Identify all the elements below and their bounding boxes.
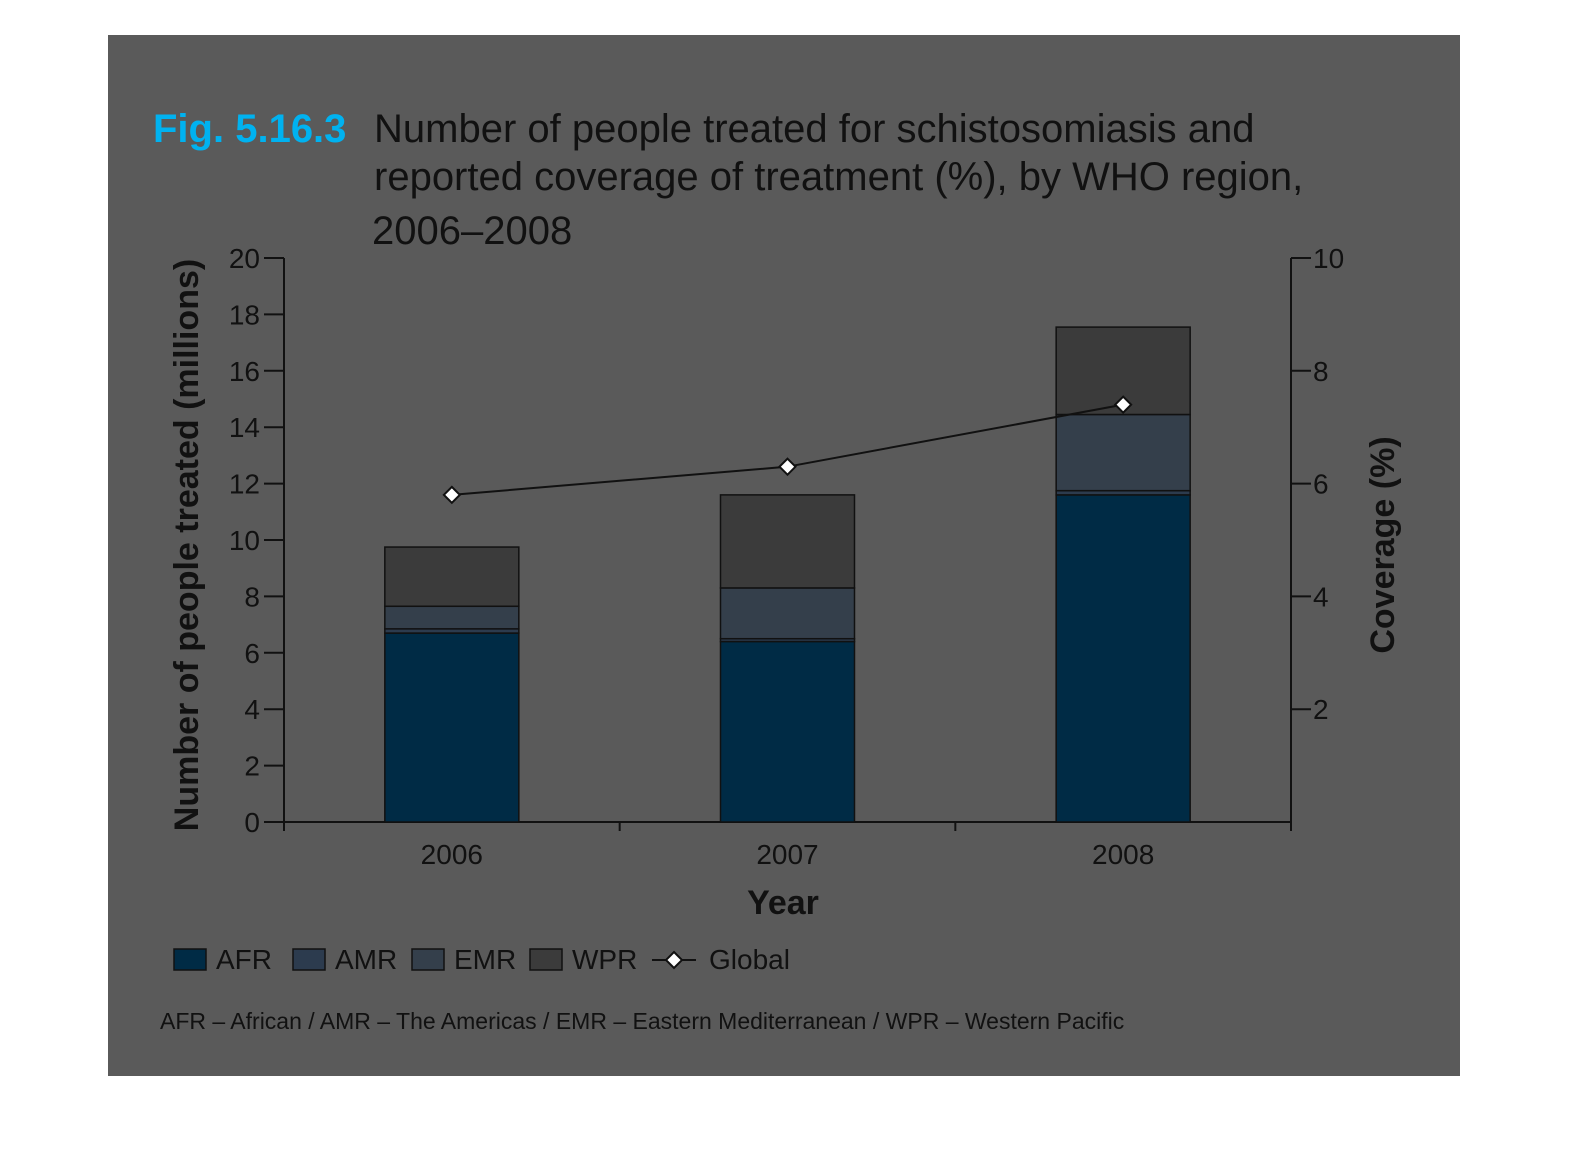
legend-label-global: Global bbox=[709, 944, 790, 975]
y-tick-label: 10 bbox=[229, 525, 260, 556]
x-tick-label: 2007 bbox=[756, 839, 818, 870]
figure-label: Fig. 5.16.3 bbox=[153, 107, 346, 151]
bar-wpr-2006 bbox=[384, 546, 520, 608]
legend-swatch-emr bbox=[411, 948, 445, 971]
x-tick-label: 2008 bbox=[1092, 839, 1154, 870]
figure-title-line-2: reported coverage of treatment (%), by W… bbox=[374, 155, 1303, 199]
y-tick-label: 12 bbox=[229, 469, 260, 500]
bar-wpr-2008 bbox=[1055, 326, 1191, 416]
y2-tick-label: 6 bbox=[1313, 469, 1329, 500]
point-global-2008 bbox=[1113, 395, 1133, 415]
x-tick-label: 2006 bbox=[421, 839, 483, 870]
bar-afr-2008 bbox=[1055, 494, 1191, 823]
y-tick-label: 4 bbox=[244, 694, 260, 725]
y2-tick-label: 4 bbox=[1313, 581, 1329, 612]
y2-tick-label: 8 bbox=[1313, 356, 1329, 387]
y2-tick-label: 2 bbox=[1313, 694, 1329, 725]
legend: AFR AMR EMR WPR Global bbox=[173, 944, 790, 975]
bar-emr-2008 bbox=[1055, 413, 1191, 492]
point-global-2006 bbox=[442, 485, 462, 505]
y-tick-label: 16 bbox=[229, 356, 260, 387]
bar-emr-2006 bbox=[384, 605, 520, 630]
bar-afr-2007 bbox=[719, 640, 856, 823]
point-global-2007 bbox=[778, 457, 797, 477]
y-tick-label: 20 bbox=[229, 243, 260, 274]
bar-wpr-2007 bbox=[719, 494, 856, 589]
plot-area: 0 2 4 6 8 10 12 14 16 18 20 2 4 6 8 10 2006 2007 2008 bbox=[229, 243, 1344, 870]
legend-label-amr: AMR bbox=[335, 944, 397, 975]
legend-label-emr: EMR bbox=[454, 944, 516, 975]
legend-swatch-afr bbox=[173, 948, 207, 971]
legend-swatch-wpr bbox=[529, 948, 563, 971]
legend-label-afr: AFR bbox=[216, 944, 272, 975]
figure-title-line-3: 2006–2008 bbox=[372, 209, 572, 253]
y-axis-title: Number of people treated (millions) bbox=[168, 259, 206, 831]
y-tick-label: 6 bbox=[244, 638, 260, 669]
legend-label-wpr: WPR bbox=[572, 944, 637, 975]
y-tick-label: 14 bbox=[229, 412, 260, 443]
bar-emr-2007 bbox=[719, 587, 856, 640]
y-tick-label: 0 bbox=[244, 807, 260, 838]
y2-axis-title: Coverage (%) bbox=[1364, 436, 1402, 653]
y-tick-label: 2 bbox=[244, 751, 260, 782]
y2-tick-label: 10 bbox=[1313, 243, 1344, 274]
y-tick-label: 8 bbox=[244, 581, 260, 612]
bar-afr-2006 bbox=[384, 632, 520, 823]
legend-swatch-global-marker bbox=[664, 950, 684, 970]
figure-title-line-1: Number of people treated for schistosomi… bbox=[374, 107, 1254, 151]
y-tick-label: 18 bbox=[229, 299, 260, 330]
footnote: AFR – African / AMR – The Americas / EMR… bbox=[160, 1008, 1124, 1034]
x-axis-title: Year bbox=[747, 884, 819, 922]
legend-swatch-amr bbox=[292, 948, 326, 971]
